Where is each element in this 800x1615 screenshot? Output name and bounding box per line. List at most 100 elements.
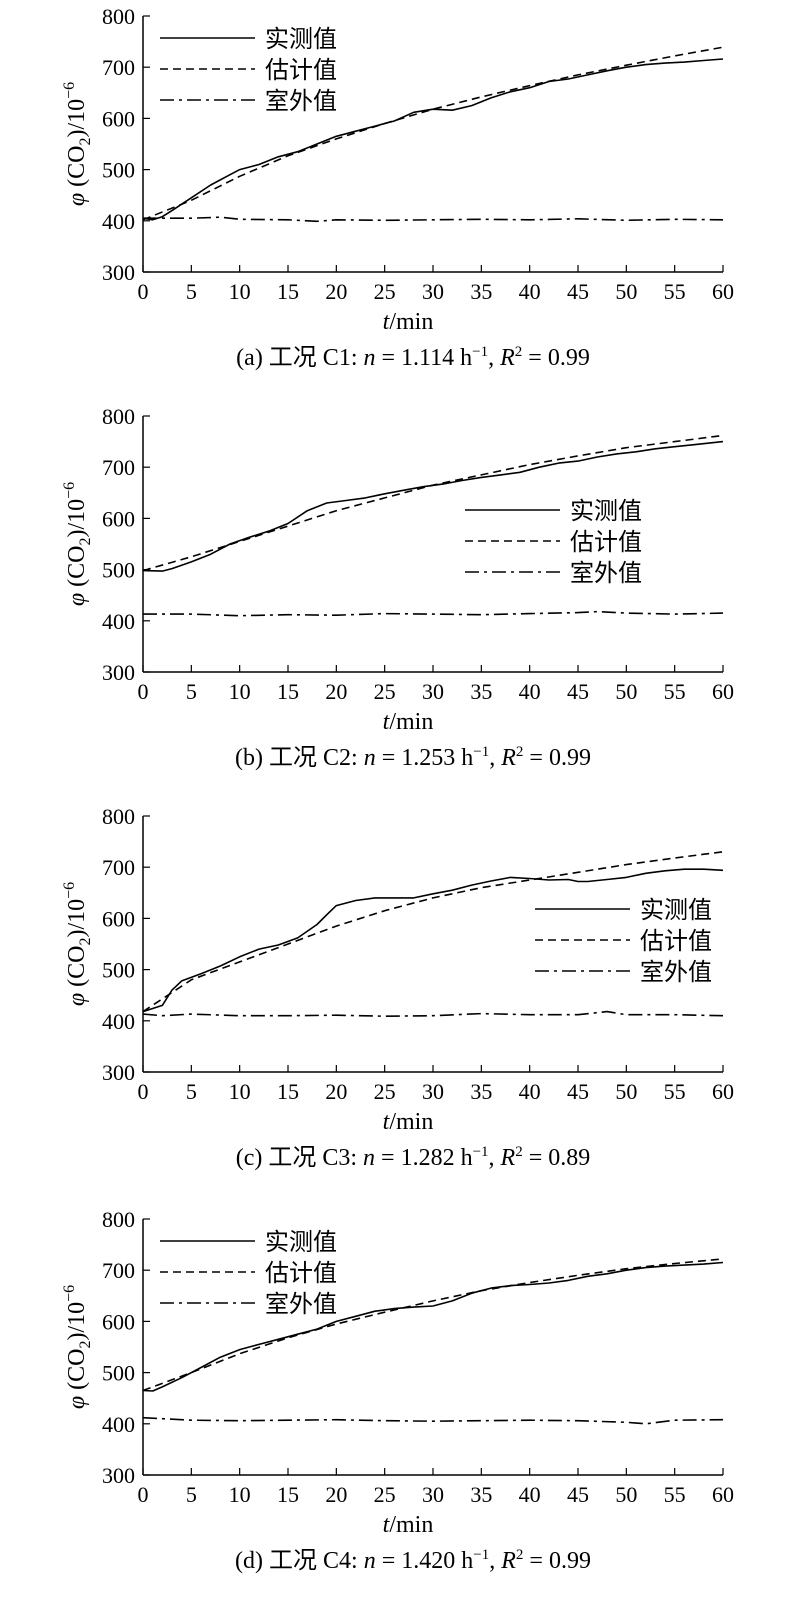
- x-tick-label: 5: [186, 1079, 197, 1104]
- y-tick-label: 300: [102, 260, 135, 285]
- x-tick-label: 60: [712, 279, 734, 304]
- x-tick-label: 45: [567, 679, 589, 704]
- x-tick-label: 15: [277, 279, 299, 304]
- y-tick-label: 400: [102, 609, 135, 634]
- x-axis-title: t/min: [383, 1512, 434, 1538]
- x-tick-label: 5: [186, 279, 197, 304]
- y-tick-label: 500: [102, 558, 135, 583]
- chart-panel-1: 300 400 500 600 700 800 0 5 10 15 20 25 30 35 40 45 50 55…: [61, 404, 734, 771]
- legend-label: 室外值: [265, 1291, 337, 1318]
- y-tick-label: 700: [102, 1258, 135, 1283]
- legend-label: 室外值: [570, 560, 642, 587]
- x-tick-label: 0: [138, 1079, 149, 1104]
- x-tick-label: 60: [712, 1079, 734, 1104]
- x-tick-label: 25: [374, 1079, 396, 1104]
- y-tick-label: 500: [102, 158, 135, 183]
- y-axis-title: φ (CO2)/10−6: [61, 482, 94, 606]
- y-tick-label: 800: [102, 804, 135, 829]
- x-tick-label: 20: [325, 279, 347, 304]
- x-tick-label: 25: [374, 679, 396, 704]
- series-line-solid: [142, 1261, 724, 1392]
- legend-label: 实测值: [265, 26, 337, 53]
- legend-label: 室外值: [640, 959, 712, 986]
- x-tick-label: 35: [470, 679, 492, 704]
- x-tick-label: 40: [519, 279, 541, 304]
- series-line-dashdot: [143, 610, 724, 617]
- legend-label: 估计值: [640, 928, 712, 955]
- y-tick-label: 600: [102, 106, 135, 131]
- series-line-solid: [142, 868, 724, 1013]
- panel-caption: (a) 工况 C1: n = 1.114 h−1, R2 = 0.99: [236, 344, 590, 371]
- y-tick-label: 500: [102, 958, 135, 983]
- x-tick-label: 20: [325, 1079, 347, 1104]
- x-tick-label: 35: [470, 1079, 492, 1104]
- x-tick-label: 30: [422, 1482, 444, 1507]
- y-axis-title: φ (CO2)/10−6: [61, 882, 94, 1006]
- y-tick-label: 600: [102, 506, 135, 531]
- x-tick-label: 0: [138, 679, 149, 704]
- x-tick-label: 40: [519, 1482, 541, 1507]
- x-tick-label: 10: [229, 1482, 251, 1507]
- y-tick-label: 300: [102, 660, 135, 685]
- chart-panel-2: 300 400 500 600 700 800 0 5 10 15 20 25 30 35 40 45 50 55…: [61, 804, 734, 1171]
- chart-panel-3: 300 400 500 600 700 800 0 5 10 15 20 25 30 35 40 45 50 55…: [61, 1207, 734, 1574]
- y-tick-label: 600: [102, 1309, 135, 1334]
- x-tick-label: 10: [229, 279, 251, 304]
- y-tick-label: 300: [102, 1463, 135, 1488]
- x-tick-label: 15: [277, 1079, 299, 1104]
- series-line-dashdot: [143, 216, 724, 223]
- x-tick-label: 5: [186, 1482, 197, 1507]
- series-line-solid: [142, 58, 724, 221]
- series-line-dashed: [142, 851, 724, 1013]
- x-tick-label: 45: [567, 1482, 589, 1507]
- legend-label: 估计值: [265, 1260, 337, 1287]
- x-tick-label: 50: [615, 1482, 637, 1507]
- legend-label: 实测值: [265, 1229, 337, 1256]
- y-tick-label: 500: [102, 1361, 135, 1386]
- x-tick-label: 0: [138, 279, 149, 304]
- x-tick-label: 60: [712, 679, 734, 704]
- y-tick-label: 800: [102, 1207, 135, 1232]
- x-tick-label: 55: [664, 279, 686, 304]
- x-tick-label: 35: [470, 279, 492, 304]
- x-tick-label: 50: [615, 1079, 637, 1104]
- x-tick-label: 5: [186, 679, 197, 704]
- legend-label: 室外值: [265, 88, 337, 115]
- x-tick-label: 60: [712, 1482, 734, 1507]
- x-tick-label: 25: [374, 279, 396, 304]
- y-tick-label: 700: [102, 55, 135, 80]
- x-axis-title: t/min: [383, 1109, 434, 1135]
- legend-label: 估计值: [265, 57, 337, 84]
- y-tick-label: 300: [102, 1060, 135, 1085]
- x-tick-label: 40: [519, 1079, 541, 1104]
- y-tick-label: 400: [102, 1009, 135, 1034]
- chart-panel-0: 300 400 500 600 700 800 0 5 10 15 20 25 30 35 40 45 50 55…: [61, 4, 734, 371]
- x-tick-label: 45: [567, 1079, 589, 1104]
- x-tick-label: 55: [664, 1482, 686, 1507]
- x-tick-label: 55: [664, 679, 686, 704]
- y-axis-title: φ (CO2)/10−6: [61, 1285, 94, 1409]
- x-tick-label: 30: [422, 679, 444, 704]
- x-axis-title: t/min: [383, 709, 434, 735]
- x-tick-label: 10: [229, 1079, 251, 1104]
- y-tick-label: 600: [102, 906, 135, 931]
- x-tick-label: 50: [615, 679, 637, 704]
- x-tick-label: 50: [615, 279, 637, 304]
- panel-caption: (b) 工况 C2: n = 1.253 h−1, R2 = 0.99: [235, 744, 591, 771]
- x-tick-label: 20: [325, 1482, 347, 1507]
- x-tick-label: 30: [422, 279, 444, 304]
- x-tick-label: 30: [422, 1079, 444, 1104]
- x-tick-label: 35: [470, 1482, 492, 1507]
- legend-label: 实测值: [570, 498, 642, 525]
- panel-caption: (c) 工况 C3: n = 1.282 h−1, R2 = 0.89: [236, 1144, 591, 1171]
- panel-caption: (d) 工况 C4: n = 1.420 h−1, R2 = 0.99: [235, 1547, 591, 1574]
- y-tick-label: 800: [102, 404, 135, 429]
- y-tick-label: 700: [102, 455, 135, 480]
- y-tick-label: 700: [102, 855, 135, 880]
- x-tick-label: 20: [325, 679, 347, 704]
- x-tick-label: 25: [374, 1482, 396, 1507]
